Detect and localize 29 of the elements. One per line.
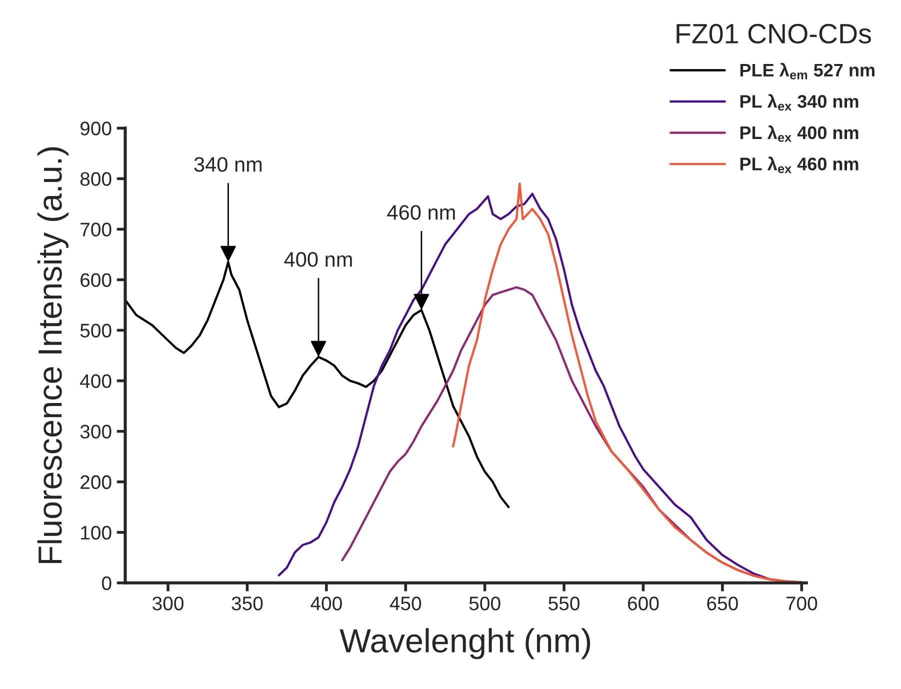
legend-label: PLE λ$_{em}$ 527 nm xyxy=(740,62,874,80)
y-tick-label: 300 xyxy=(80,424,112,439)
x-tick-label: 450 xyxy=(390,596,422,610)
y-tick-label: 200 xyxy=(80,475,112,490)
annotation: 340 nm xyxy=(194,157,262,172)
x-tick-label: 350 xyxy=(232,596,263,610)
x-tick-label: 400 xyxy=(310,596,342,610)
legend-label: PL λ$_{ex}$ 340 nm xyxy=(740,94,858,111)
legend-label: PL λ$_{ex}$ 460 nm xyxy=(740,156,858,174)
y-tick-label: 600 xyxy=(80,273,112,287)
y-tick-label: 700 xyxy=(80,222,112,236)
x-axis-title: Wavelenght (nm) xyxy=(340,628,590,660)
y-tick-label: 900 xyxy=(80,122,112,136)
y-tick-label: 0 xyxy=(102,576,112,590)
legend-label: PL λ$_{ex}$ 400 nm xyxy=(740,125,858,142)
x-tick-label: 550 xyxy=(548,596,580,610)
x-tick-label: 500 xyxy=(469,596,500,610)
y-axis-title: Fluorescence Intensity (a.u.) xyxy=(37,147,68,564)
legend-title: FZ01 CNO-CDs xyxy=(676,24,871,44)
x-tick-label: 600 xyxy=(628,596,659,610)
x-tick-label: 300 xyxy=(152,596,184,610)
y-tick-label: 800 xyxy=(80,172,112,186)
annotation: 460 nm xyxy=(387,205,455,220)
annotation: 400 nm xyxy=(284,252,352,267)
y-tick-label: 100 xyxy=(81,526,112,540)
x-tick-label: 700 xyxy=(786,596,818,610)
y-tick-label: 400 xyxy=(80,374,112,388)
x-tick-label: 650 xyxy=(707,596,738,610)
y-tick-label: 500 xyxy=(80,324,112,338)
